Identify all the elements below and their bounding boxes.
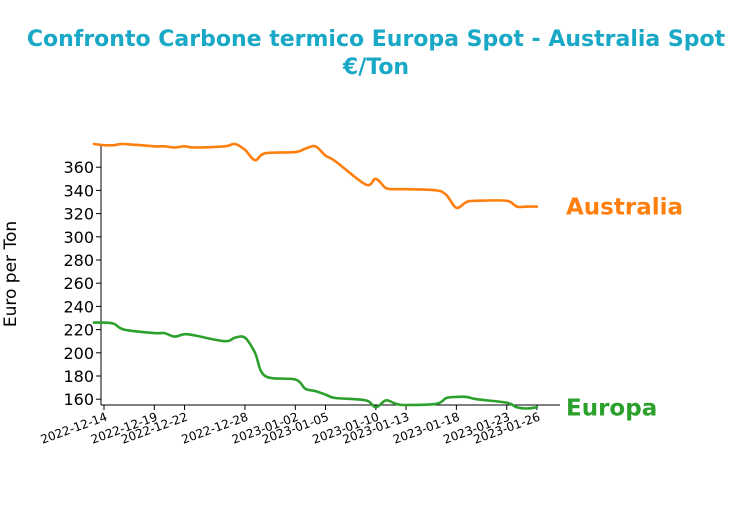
y-tick-label: 340 <box>63 181 94 200</box>
y-axis-label: Euro per Ton <box>1 221 21 327</box>
series-label-australia: Australia <box>566 195 683 221</box>
y-tick-label: 200 <box>63 344 94 363</box>
chart-subtitle: €/Ton <box>342 55 409 80</box>
y-ticks: 160 180 200 220 240 260 280 300 320 340 360 <box>63 158 101 409</box>
series-line-europa <box>92 321 539 410</box>
y-tick-label: 240 <box>63 297 94 316</box>
y-tick-label: 220 <box>63 321 94 340</box>
y-tick-label: 360 <box>63 158 94 177</box>
series-labels: Australia Europa <box>566 195 683 422</box>
series-line-australia <box>92 142 539 210</box>
y-tick-label: 180 <box>63 367 94 386</box>
y-tick-label: 300 <box>63 228 94 247</box>
y-tick-label: 160 <box>63 390 94 409</box>
y-tick-label: 280 <box>63 251 94 270</box>
y-tick-label: 260 <box>63 274 94 293</box>
x-ticks: 2022-12-142022-12-192022-12-222022-12-28… <box>39 405 542 447</box>
y-tick-label: 320 <box>63 205 94 224</box>
series-label-europa: Europa <box>566 395 657 421</box>
series-lines <box>92 142 539 410</box>
chart-title: Confronto Carbone termico Europa Spot - … <box>27 27 726 52</box>
